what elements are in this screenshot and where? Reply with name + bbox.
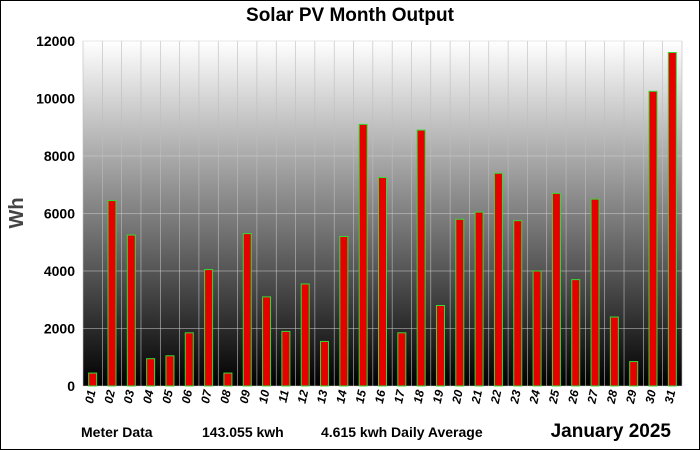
- y-tick-labels: 0 2000 4000 6000 8000 10000 12000: [36, 33, 75, 394]
- bar-day-11: [281, 330, 291, 387]
- month-total: 143.055 kwh: [202, 424, 284, 440]
- bar-chart: 0 2000 4000 6000 8000 10000 12000 01 02 03 04 05 06…: [6, 33, 683, 406]
- x-tick-label: 07: [198, 387, 215, 404]
- y-tick-label: 6000: [44, 206, 75, 222]
- bar-day-31: [667, 52, 677, 387]
- y-tick-label: 8000: [44, 148, 75, 164]
- x-tick-label: 05: [159, 388, 176, 404]
- bar-day-10: [262, 296, 272, 387]
- grid-lines: [82, 40, 683, 387]
- bar-day-25: [551, 192, 561, 387]
- bar-day-12: [300, 283, 310, 387]
- bar-day-20: [455, 218, 465, 387]
- bar-day-27: [590, 198, 600, 387]
- bar-day-08: [223, 372, 233, 387]
- x-tick-label: 12: [295, 388, 312, 404]
- chart-title: Solar PV Month Output: [246, 5, 454, 26]
- x-tick-label: 31: [662, 388, 679, 404]
- x-tick-label: 10: [256, 388, 273, 404]
- x-tick-label: 04: [140, 388, 157, 404]
- daily-average: 4.615 kwh Daily Average: [321, 424, 483, 440]
- x-tick-label: 01: [82, 388, 99, 404]
- x-tick-label: 19: [430, 388, 447, 404]
- bar-day-03: [126, 234, 136, 387]
- x-tick-label: 02: [101, 388, 118, 404]
- bar-day-02: [107, 200, 117, 387]
- x-tick-label: 16: [372, 388, 389, 404]
- bar-day-14: [339, 236, 349, 387]
- x-tick-label: 06: [179, 388, 196, 404]
- x-tick-label: 30: [642, 388, 659, 404]
- x-tick-label: 24: [526, 388, 543, 405]
- meter-label: Meter Data: [81, 424, 153, 440]
- x-tick-label: 18: [411, 388, 428, 404]
- y-tick-label: 10000: [36, 91, 75, 107]
- bar-day-22: [493, 172, 503, 387]
- x-tick-label: 27: [584, 387, 601, 405]
- bars: [88, 52, 677, 387]
- bar-day-26: [571, 279, 581, 387]
- bar-day-19: [435, 305, 445, 387]
- bar-day-29: [629, 361, 639, 387]
- y-tick-label: 0: [67, 378, 75, 394]
- x-tick-label: 17: [391, 387, 408, 404]
- bar-day-18: [416, 129, 426, 387]
- x-tick-labels: 01 02 03 04 05 06 07 08 09 10 11 12 13 14 15 16 17 18 19 20…: [82, 387, 678, 405]
- bar-day-01: [88, 372, 98, 387]
- x-tick-label: 09: [237, 388, 254, 404]
- bar-day-09: [242, 233, 252, 387]
- x-tick-label: 14: [333, 388, 350, 404]
- period-label: January 2025: [550, 421, 671, 442]
- x-tick-label: 08: [217, 388, 234, 404]
- y-tick-label: 4000: [44, 263, 75, 279]
- bar-day-04: [146, 358, 156, 387]
- bar-day-07: [204, 269, 214, 387]
- bar-day-13: [320, 340, 330, 387]
- bar-day-28: [609, 316, 619, 387]
- bar-day-06: [184, 332, 194, 387]
- x-tick-label: 22: [488, 388, 505, 405]
- bar-day-15: [358, 123, 368, 387]
- bar-day-05: [165, 355, 175, 387]
- x-tick-label: 21: [468, 388, 485, 405]
- x-tick-label: 28: [604, 388, 621, 405]
- x-tick-label: 13: [314, 388, 331, 404]
- y-tick-label: 12000: [36, 33, 75, 49]
- bar-day-16: [378, 177, 387, 387]
- x-tick-label: 11: [276, 388, 292, 403]
- y-axis-label: Wh: [6, 197, 28, 228]
- x-tick-label: 23: [507, 388, 524, 405]
- x-tick-label: 29: [623, 388, 640, 405]
- y-tick-label: 2000: [44, 321, 75, 337]
- x-tick-label: 03: [121, 388, 138, 404]
- bar-day-17: [397, 332, 407, 387]
- bar-day-21: [474, 211, 484, 387]
- x-tick-label: 20: [449, 388, 466, 405]
- x-tick-label: 26: [565, 388, 582, 405]
- bar-day-23: [513, 220, 523, 387]
- x-tick-label: 25: [546, 388, 563, 405]
- bar-day-30: [648, 90, 658, 387]
- bar-day-24: [532, 270, 542, 387]
- x-tick-label: 15: [353, 388, 370, 404]
